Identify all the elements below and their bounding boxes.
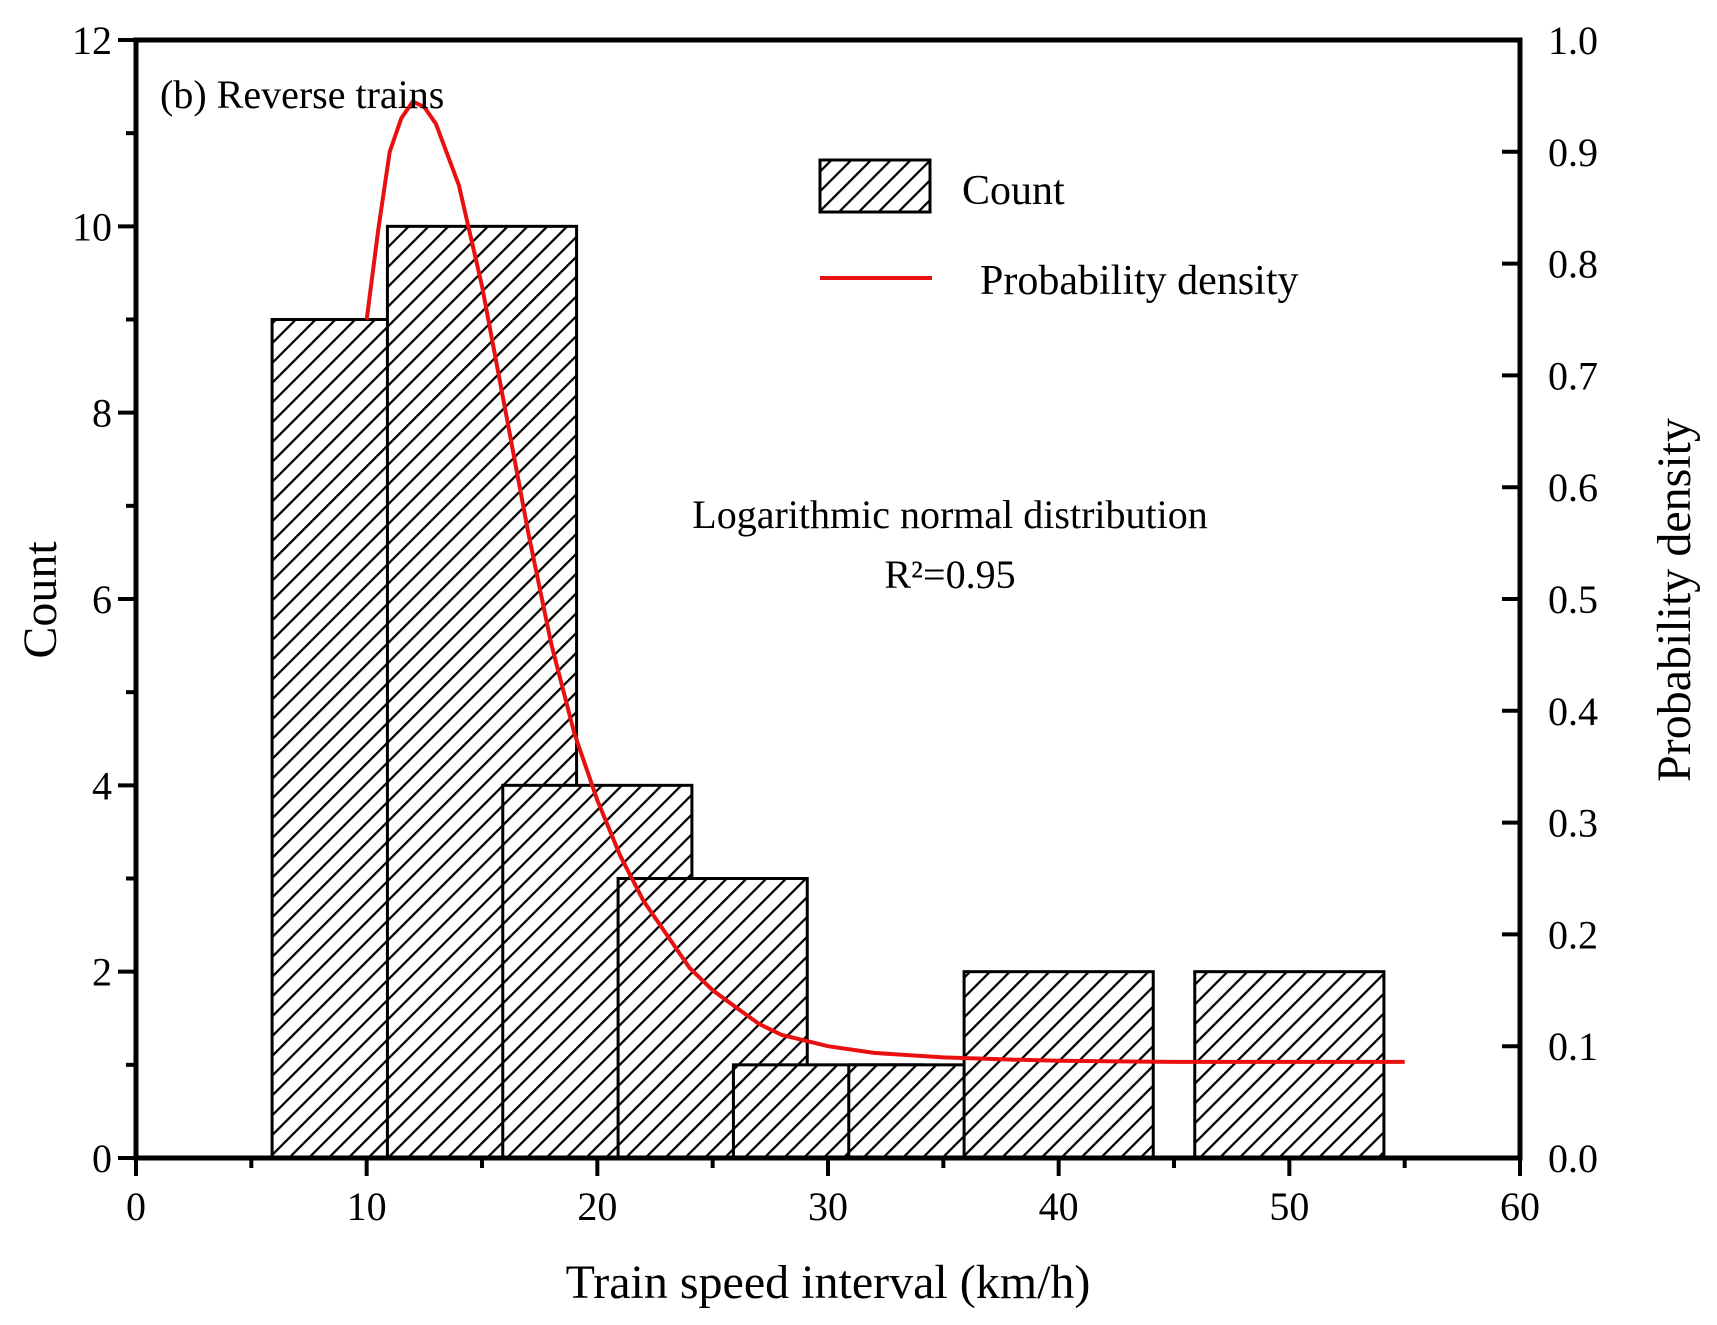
y-tick-label: 8	[92, 391, 112, 436]
y2-tick-label: 0.3	[1548, 801, 1598, 846]
y2-tick-label: 0.1	[1548, 1024, 1598, 1069]
x-axis: 0 10 20 30 40 50 60	[126, 1158, 1540, 1229]
y-axis-title: Count	[14, 541, 67, 659]
y-axis-right: 0.0 0.1 0.2 0.3 0.4 0.5 0.6 0.7 0.8 0.9 1.0	[1502, 18, 1598, 1181]
r-squared-annotation: R²=0.95	[884, 552, 1015, 597]
y-tick-label: 10	[72, 204, 112, 249]
y-axis-left: 0 2 4 6 8 10 12	[72, 18, 136, 1181]
legend-count-label: Count	[962, 168, 1065, 214]
y-tick-label: 4	[92, 763, 112, 808]
y2-tick-label: 0.9	[1548, 130, 1598, 175]
x-tick-label: 30	[808, 1184, 848, 1229]
y-tick-label: 6	[92, 577, 112, 622]
y2-tick-label: 0.5	[1548, 577, 1598, 622]
y2-tick-label: 0.7	[1548, 353, 1598, 398]
x-tick-label: 0	[126, 1184, 146, 1229]
y2-tick-label: 0.4	[1548, 689, 1598, 734]
x-tick-label: 20	[577, 1184, 617, 1229]
y2-tick-label: 0.2	[1548, 912, 1598, 957]
y-tick-label: 12	[72, 18, 112, 63]
x-tick-label: 50	[1269, 1184, 1309, 1229]
panel-label: (b) Reverse trains	[160, 72, 444, 117]
legend-density-label: Probability density	[980, 258, 1299, 304]
distribution-annotation: Logarithmic normal distribution	[692, 492, 1207, 537]
y-tick-label: 0	[92, 1136, 112, 1181]
y2-tick-label: 1.0	[1548, 18, 1598, 63]
probability-density-line	[364, 98, 1405, 1064]
x-tick-label: 60	[1500, 1184, 1540, 1229]
y-tick-label: 2	[92, 950, 112, 995]
bar-series	[270, 224, 1386, 1160]
legend-count-swatch	[818, 158, 932, 214]
legend: Count Probability density	[818, 158, 1299, 304]
bar-50	[1193, 970, 1386, 1160]
y2-tick-label: 0.8	[1548, 242, 1598, 287]
x-tick-label: 10	[347, 1184, 387, 1229]
y2-tick-label: 0.0	[1548, 1136, 1598, 1181]
x-tick-label: 40	[1039, 1184, 1079, 1229]
y2-tick-label: 0.6	[1548, 465, 1598, 510]
y2-axis-title: Probability density	[1648, 418, 1701, 782]
bar-40	[962, 970, 1155, 1160]
x-axis-title: Train speed interval (km/h)	[566, 1256, 1091, 1309]
